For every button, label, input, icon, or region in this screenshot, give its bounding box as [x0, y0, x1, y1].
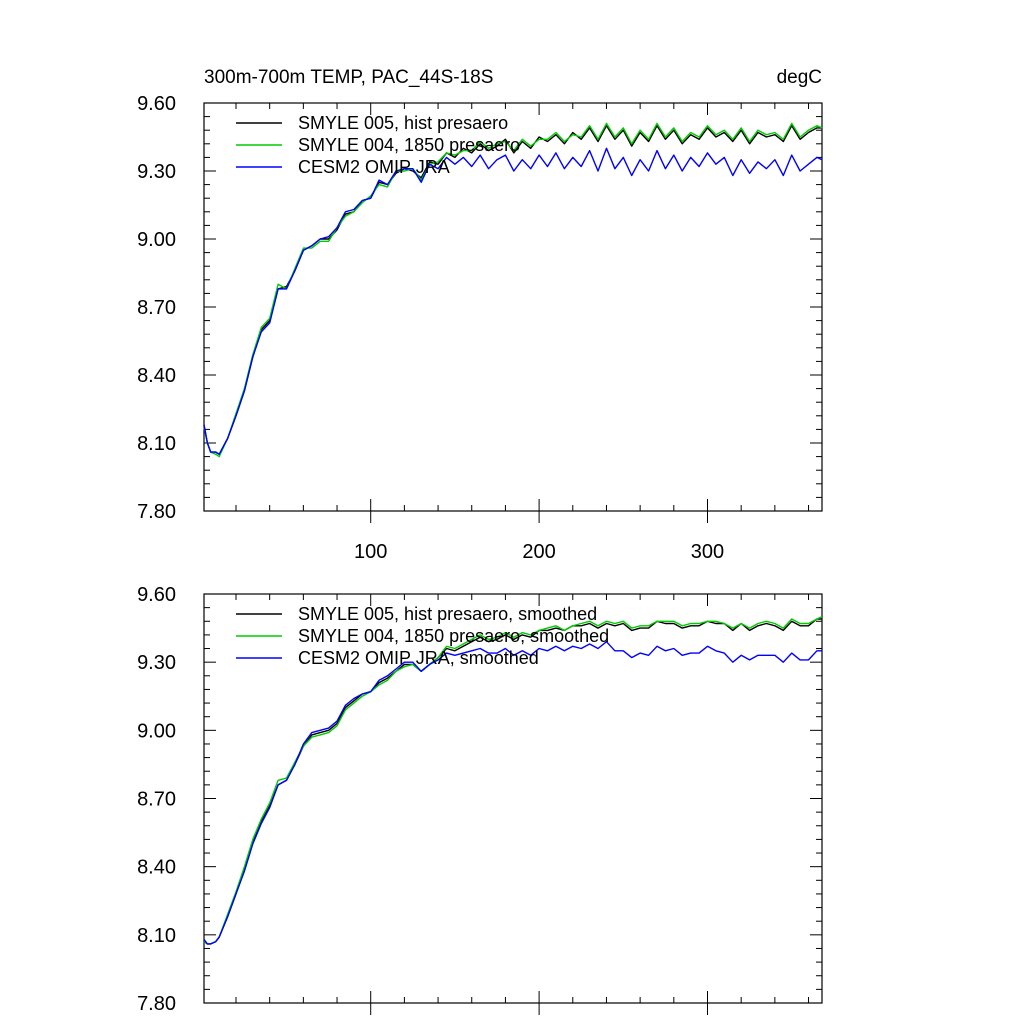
y-tick-label: 9.60	[137, 584, 176, 606]
y-tick-label: 9.00	[137, 229, 176, 251]
y-tick-label: 8.70	[137, 297, 176, 319]
series-line-1	[203, 124, 822, 455]
y-tick-label: 8.10	[137, 433, 176, 455]
y-tick-label: 9.60	[137, 93, 176, 115]
x-tick-label: 300	[691, 541, 724, 563]
series-line-3	[203, 147, 823, 455]
series-line-2	[203, 122, 823, 458]
y-tick-label: 9.00	[137, 720, 176, 742]
y-tick-label: 7.80	[137, 993, 176, 1015]
top-panel: 7.80 8.10 8.40 8.70 9.00 9.30 9.60 100 200 300 SMY…	[137, 93, 823, 563]
y-tick-label: 8.40	[137, 857, 176, 879]
x-tick-label: 200	[522, 541, 555, 563]
legend-label: SMYLE 005, hist presaero	[298, 113, 508, 133]
series-line-3	[203, 641, 822, 945]
legend-label: CESM2 OMIP JRA, smoothed	[298, 648, 539, 668]
legend-label: SMYLE 005, hist presaero, smoothed	[298, 604, 597, 624]
y-tick-label: 7.80	[137, 501, 176, 523]
y-tick-label: 8.40	[137, 365, 176, 387]
x-tick-label: 100	[354, 541, 387, 563]
legend-label: SMYLE 004, 1850 presaero	[298, 135, 520, 155]
bottom-panel: 7.80 8.10 8.40 8.70 9.00 9.30 9.60 SMYLE 005, h…	[137, 584, 823, 1015]
chart-title: 300m-700m TEMP, PAC_44S-18S	[204, 67, 493, 88]
series-line-2	[203, 616, 823, 945]
y-tick-label: 8.70	[137, 789, 176, 811]
legend-label: SMYLE 004, 1850 presaero, smoothed	[298, 626, 609, 646]
y-tick-label: 9.30	[137, 652, 176, 674]
chart-units: degC	[777, 67, 822, 88]
y-tick-label: 9.30	[137, 161, 176, 183]
plot-frame	[203, 102, 823, 512]
legend-label: CESM2 OMIP JRA	[298, 157, 450, 177]
y-tick-label: 8.10	[137, 925, 176, 947]
